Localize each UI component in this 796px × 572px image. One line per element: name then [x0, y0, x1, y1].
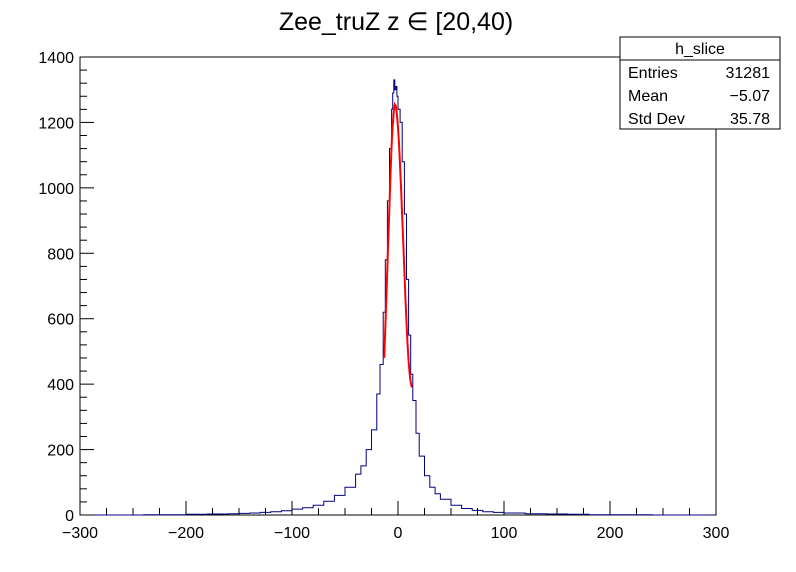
- stats-entries-label: Entries: [628, 65, 678, 82]
- x-tick-label: −200: [168, 525, 204, 542]
- y-tick-label: 0: [65, 508, 74, 525]
- x-tick-label: 0: [394, 525, 403, 542]
- y-tick-label: 200: [47, 443, 74, 460]
- y-tick-label: 400: [47, 377, 74, 394]
- y-tick-label: 1000: [38, 181, 74, 198]
- x-tick-label: 200: [597, 525, 624, 542]
- x-tick-label: 100: [491, 525, 518, 542]
- histogram-line: [80, 79, 716, 516]
- stats-mean-value: −5.07: [730, 88, 771, 105]
- x-tick-label: −300: [62, 525, 98, 542]
- y-tick-label: 1200: [38, 115, 74, 132]
- stats-box: h_slice Entries 31281 Mean −5.07 Std Dev…: [619, 36, 781, 130]
- chart-title: Zee_truZ z ∈ [20,40): [279, 8, 513, 36]
- stats-mean-label: Mean: [628, 88, 668, 105]
- stats-stddev-label: Std Dev: [628, 111, 685, 128]
- y-tick-label: 600: [47, 312, 74, 329]
- stats-box-title: h_slice: [675, 41, 725, 58]
- y-tick-label: 800: [47, 246, 74, 263]
- y-tick-label: 1400: [38, 50, 74, 67]
- stats-box-frame: [619, 36, 781, 130]
- x-tick-label: 300: [703, 525, 730, 542]
- fit-curve: [383, 101, 413, 388]
- x-tick-label: −100: [274, 525, 310, 542]
- stats-entries-value: 31281: [726, 65, 771, 82]
- stats-stddev-value: 35.78: [730, 111, 770, 128]
